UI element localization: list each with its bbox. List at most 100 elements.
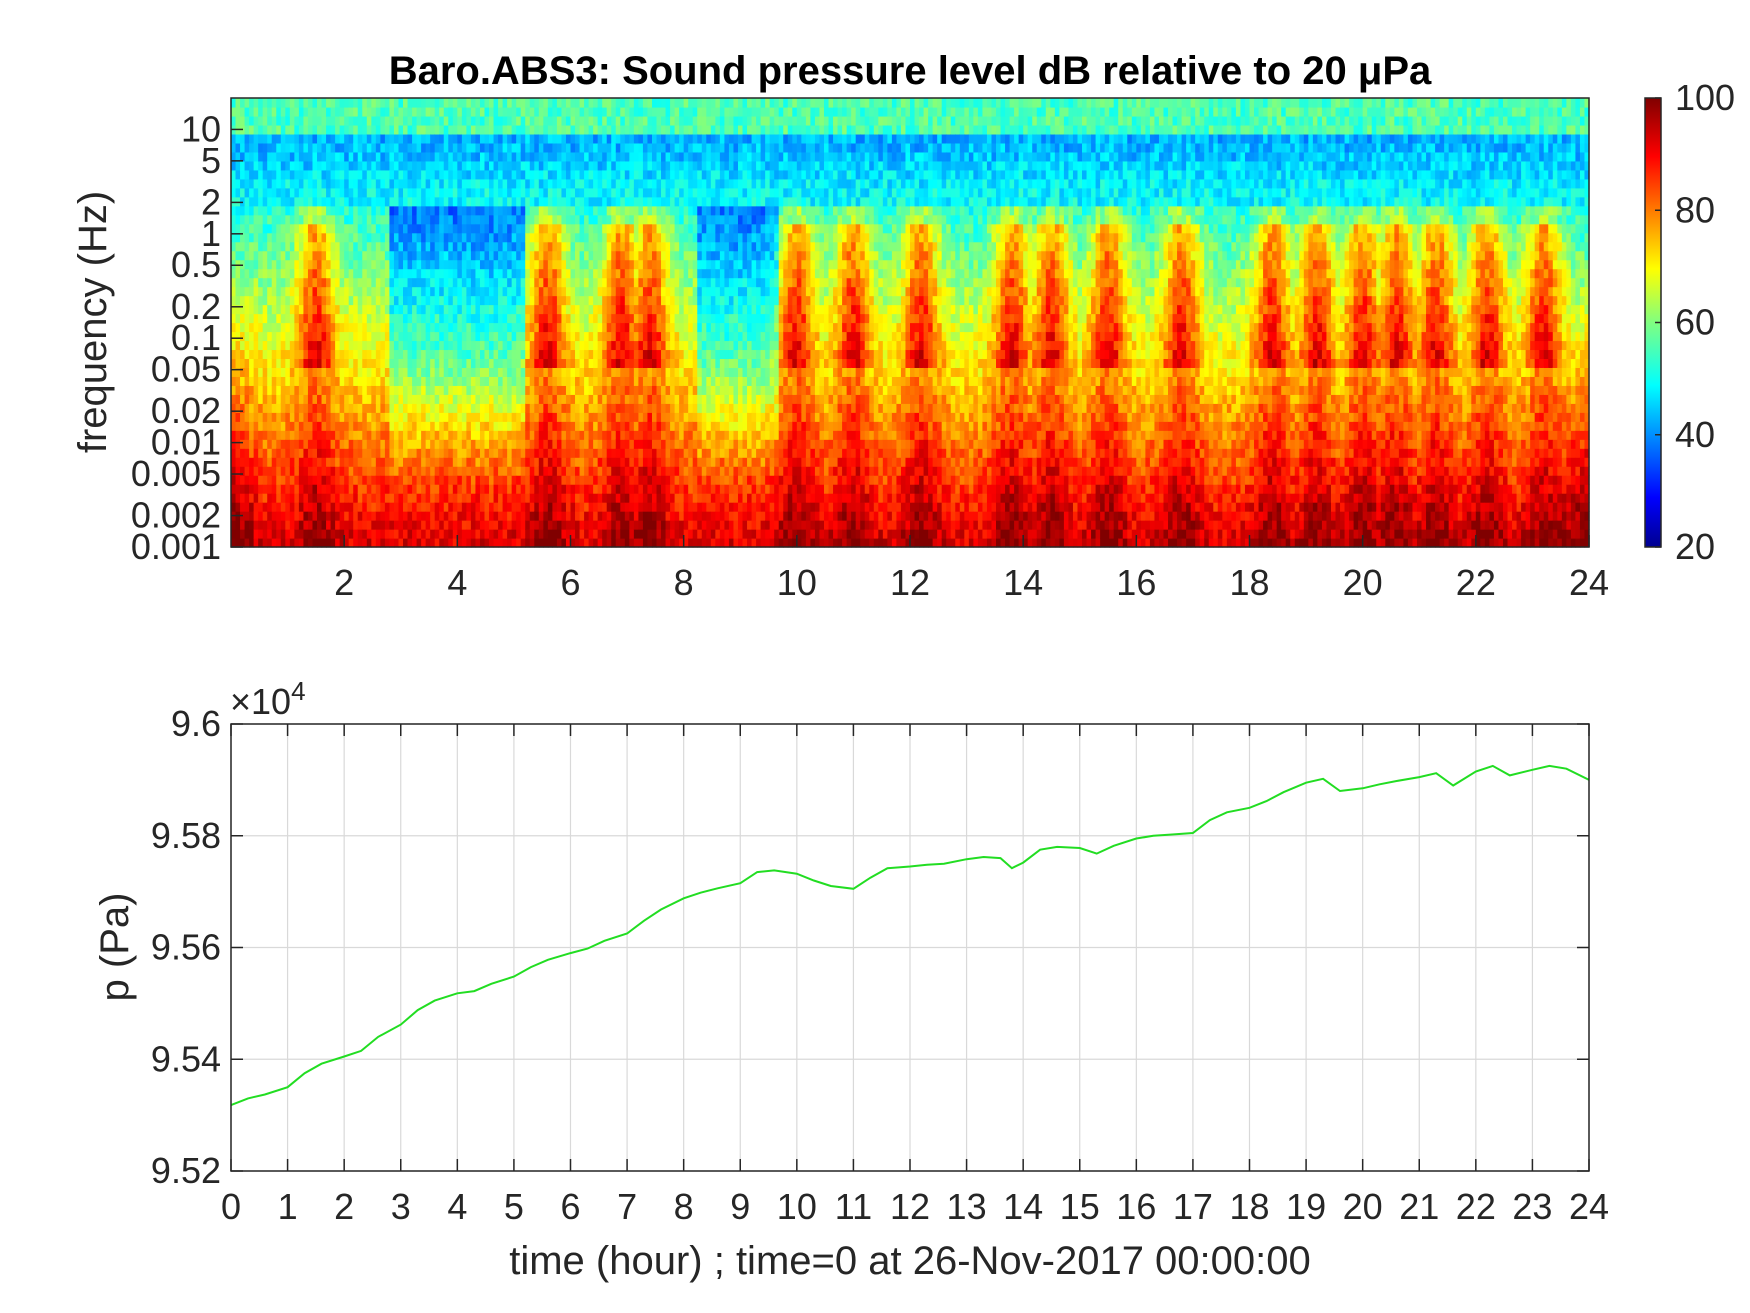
heatmap-cell [674,475,680,485]
heatmap-cell [448,502,454,512]
heatmap-cell [538,412,544,422]
heatmap-cell [552,232,558,243]
heatmap-cell [534,295,540,306]
heatmap-cell [457,196,463,207]
heatmap-cell [511,232,517,243]
heatmap-cell [552,448,558,458]
heatmap-cell [262,502,268,512]
heatmap-cell [466,358,472,368]
heatmap-cell [606,331,612,342]
heatmap-cell [547,502,553,512]
heatmap-cell [507,412,513,422]
heatmap-cell [330,385,336,395]
heatmap-cell [421,358,427,368]
heatmap-cell [298,376,305,386]
heatmap-cell [344,313,350,324]
heatmap-cell [552,250,558,261]
heatmap-cell [457,520,463,530]
heatmap-cell [276,430,282,440]
heatmap-cell [276,349,282,360]
heatmap-cell [534,502,540,512]
heatmap-cell [629,376,635,386]
heatmap-cell [231,376,237,386]
heatmap-cell [412,160,418,171]
heatmap-cell [638,187,644,198]
heatmap-cell [389,223,395,234]
heatmap-cell [393,214,400,225]
heatmap-cell [321,115,327,126]
heatmap-cell [330,124,336,135]
heatmap-cell [570,466,576,476]
heatmap-cell [575,430,581,440]
heatmap-cell [398,223,404,234]
heatmap-cell [593,466,599,476]
heatmap-cell [525,160,531,171]
heatmap-cell [258,430,264,440]
heatmap-cell [647,178,653,189]
heatmap-cell [353,169,359,180]
heatmap-cell [403,196,409,207]
heatmap-cell [479,394,486,404]
heatmap-cell [344,394,350,404]
heatmap-cell [393,223,400,234]
heatmap-cell [380,295,386,306]
heatmap-cell [231,151,237,162]
heatmap-cell [552,394,558,404]
heatmap-cell [425,457,431,467]
heatmap-cell [565,151,572,162]
heatmap-cell [380,286,386,297]
heatmap-cell [679,511,685,521]
heatmap-cell [366,205,372,216]
heatmap-cell [389,538,395,548]
heatmap-cell [534,142,540,153]
heatmap-cell [633,214,639,225]
heatmap-cell [489,448,495,458]
heatmap-cell [661,340,667,351]
heatmap-cell [489,511,495,521]
heatmap-cell [443,331,449,342]
heatmap-cell [271,511,277,521]
heatmap-cell [665,250,671,261]
heatmap-cell [371,277,377,288]
heatmap-cell [416,286,422,297]
heatmap-cell [489,124,495,135]
heatmap-cell [235,268,241,279]
heatmap-cell [375,376,381,386]
heatmap-cell [357,223,363,234]
heatmap-cell [421,187,427,198]
heatmap-cell [439,511,445,521]
heatmap-cell [389,349,395,360]
heatmap-cell [448,115,454,126]
heatmap-cell [393,133,400,144]
heatmap-cell [357,358,363,368]
heatmap-cell [235,394,241,404]
heatmap-cell [398,430,404,440]
heatmap-cell [353,160,359,171]
heatmap-cell [661,502,667,512]
heatmap-cell [638,529,644,539]
heatmap-cell [624,214,630,225]
heatmap-cell [520,277,526,288]
heatmap-cell [434,232,440,243]
heatmap-cell [321,241,327,252]
heatmap-cell [570,511,576,521]
heatmap-cell [348,223,354,234]
heatmap-cell [656,106,662,117]
heatmap-cell [307,151,314,162]
heatmap-cell [651,286,658,297]
heatmap-cell [280,313,286,324]
heatmap-cell [240,367,246,377]
heatmap-cell [439,457,445,467]
heatmap-cell [452,412,458,422]
heatmap-cell [303,367,309,377]
heatmap-cell [393,259,400,270]
heatmap-cell [249,349,255,360]
heatmap-cell [575,196,581,207]
heatmap-cell [412,502,418,512]
heatmap-cell [330,214,336,225]
heatmap-cell [661,367,667,377]
heatmap-cell [661,421,667,431]
heatmap-cell [620,124,626,135]
heatmap-cell [412,277,418,288]
heatmap-cell [344,376,350,386]
